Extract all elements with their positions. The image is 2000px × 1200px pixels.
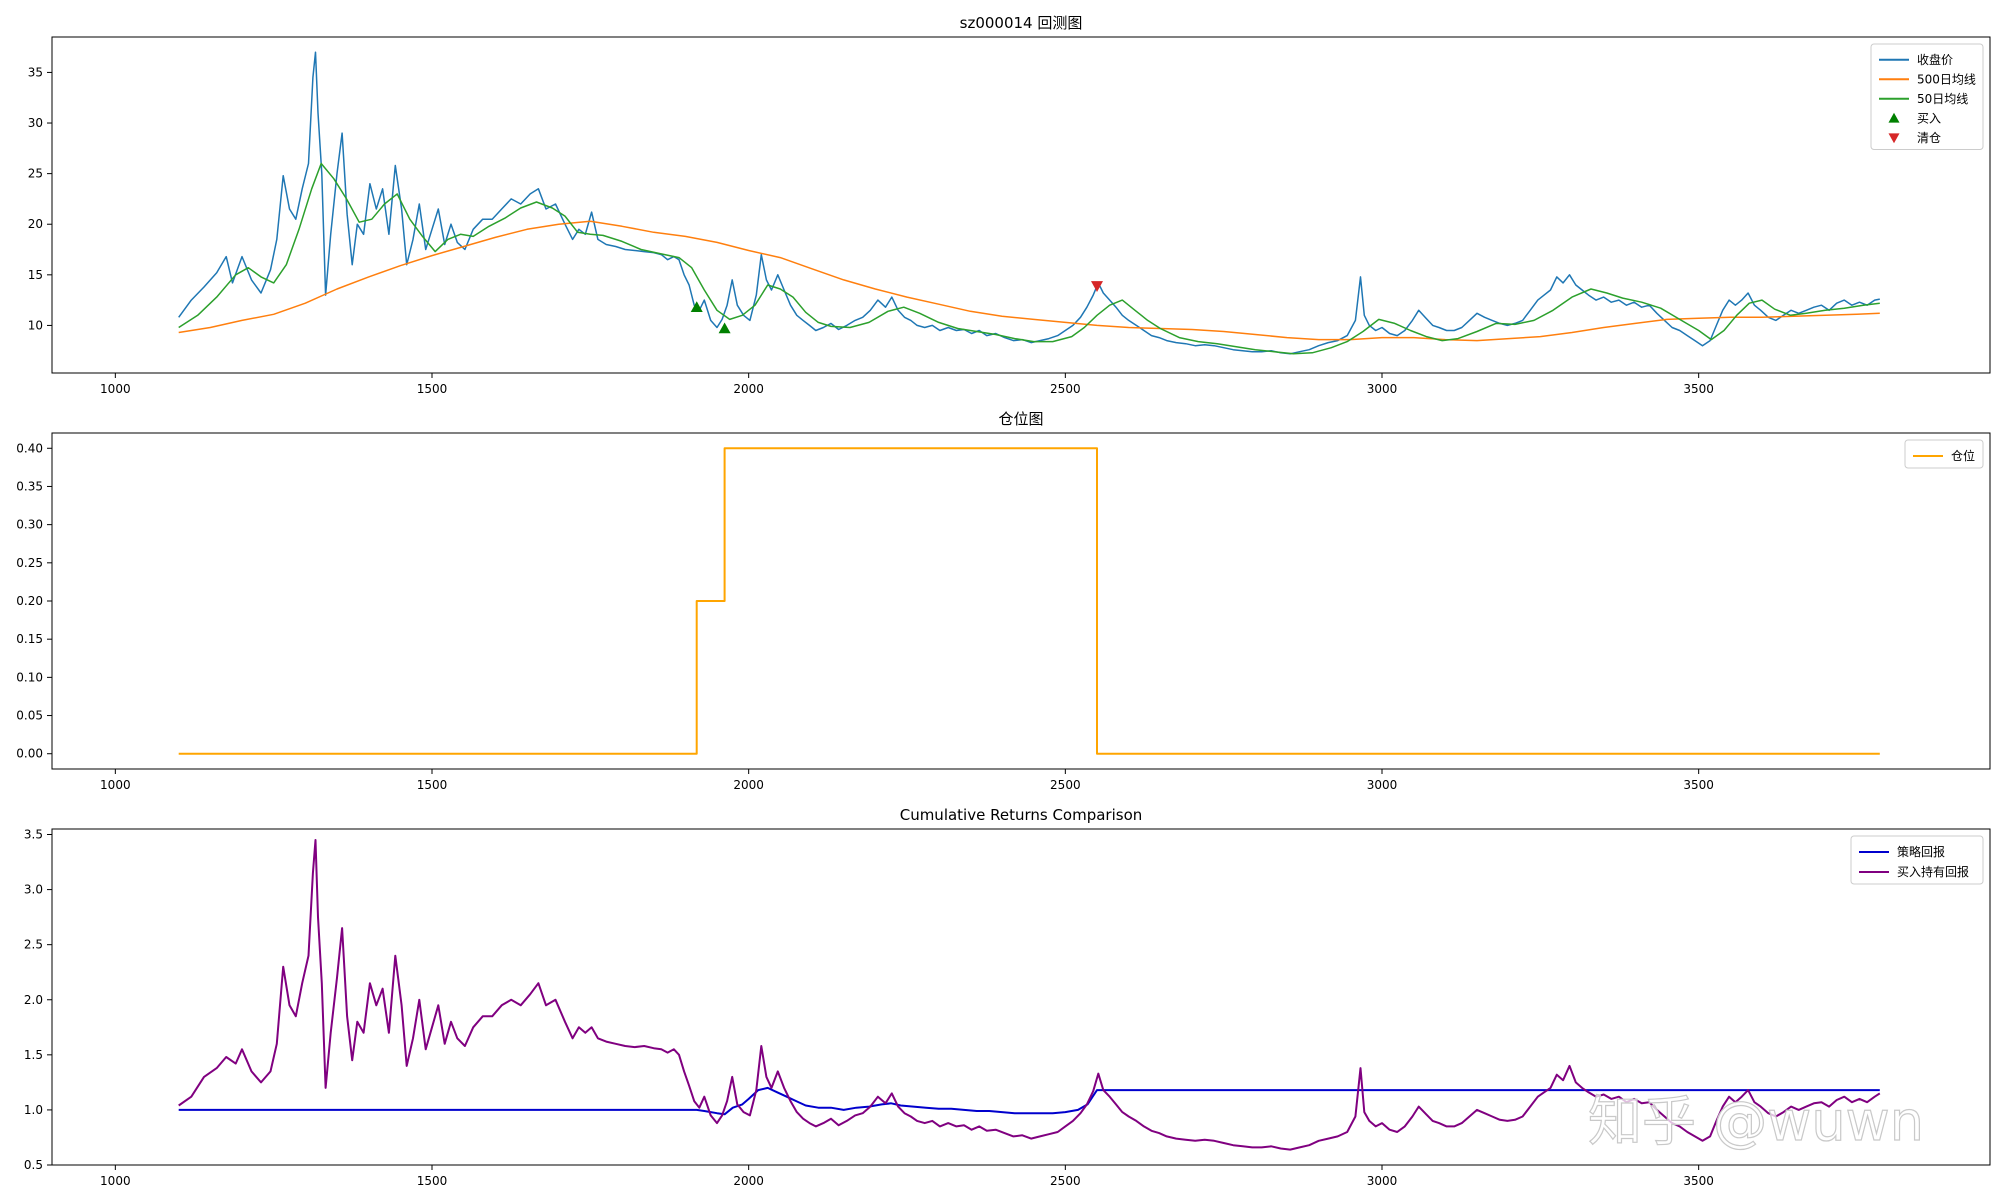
y-tick-label: 0.30: [16, 518, 43, 532]
y-tick-label: 10: [28, 318, 43, 332]
buy-marker-1: [718, 322, 731, 334]
legend-box: [1870, 43, 1984, 150]
watermark: 知乎 @wuwn: [1588, 1090, 1924, 1153]
x-tick-label: 3000: [1367, 778, 1398, 792]
y-tick-label: 0.40: [16, 441, 43, 455]
legend-label: 收盘价: [1917, 52, 1953, 67]
legend-box: [1904, 439, 1984, 469]
position-chart-title: 仓位图: [998, 410, 1043, 428]
legend-label: 买入持有回报: [1897, 864, 1969, 879]
x-tick-label: 2500: [1050, 778, 1081, 792]
x-tick-label: 2000: [733, 382, 764, 396]
buy-marker-0: [690, 301, 703, 313]
x-tick-label: 1000: [100, 778, 131, 792]
x-tick-label: 3500: [1683, 382, 1714, 396]
price-chart-title: sz000014 回测图: [960, 14, 1083, 32]
axes-frame: [51, 828, 1991, 1166]
y-tick-label: 0.10: [16, 670, 43, 684]
plot-area: [178, 839, 1881, 1151]
y-tick-label: 35: [28, 65, 43, 79]
y-tick-label: 30: [28, 116, 43, 130]
y-tick-label: 20: [28, 217, 43, 231]
y-tick-label: 0.00: [16, 747, 43, 761]
position-chart-panel: 仓位图 1000 1500 2000 2500 3000 3500 0.00 0.05 0.10 0…: [16, 410, 1991, 792]
series-line-1: [178, 220, 1880, 342]
legend-label: 清仓: [1917, 131, 1941, 145]
legend: 仓位: [1904, 439, 1984, 469]
axes-frame: [51, 432, 1991, 770]
returns-chart-title: Cumulative Returns Comparison: [900, 806, 1143, 824]
y-tick-label: 0.20: [16, 594, 43, 608]
sell-marker-0: [1091, 281, 1103, 292]
y-tick-label: 0.15: [16, 632, 43, 646]
series-line-0: [178, 51, 1880, 355]
y-tick-label: 1.0: [24, 1103, 43, 1117]
legend-label: 买入: [1917, 111, 1941, 125]
x-tick-label: 2500: [1050, 1174, 1081, 1188]
x-tick-label: 3500: [1683, 778, 1714, 792]
legend-label: 仓位: [1951, 448, 1975, 463]
x-tick-label: 1000: [100, 1174, 131, 1188]
price-chart-panel: sz000014 回测图 1000 1500 2000 2500 3000 3500 10 15…: [28, 14, 1991, 396]
plot-area: [178, 447, 1880, 755]
y-tick-label: 0.35: [16, 479, 43, 493]
x-tick-label: 1000: [100, 382, 131, 396]
x-tick-label: 3000: [1367, 1174, 1398, 1188]
plot-area: [178, 51, 1880, 355]
axes-frame: [51, 36, 1991, 374]
y-tick-label: 1.5: [24, 1048, 43, 1062]
x-tick-label: 2000: [733, 778, 764, 792]
x-tick-label: 1500: [417, 778, 448, 792]
legend-label: 策略回报: [1897, 844, 1945, 859]
legend-marker: [1888, 133, 1900, 144]
cumulative-returns-panel: Cumulative Returns Comparison 1000 1500 200…: [24, 806, 1991, 1188]
y-tick-label: 2.0: [24, 993, 43, 1007]
legend-label: 50日均线: [1917, 92, 1968, 106]
y-tick-label: 0.5: [24, 1158, 43, 1172]
x-tick-label: 2000: [733, 1174, 764, 1188]
x-tick-label: 3000: [1367, 382, 1398, 396]
y-tick-label: 25: [28, 167, 43, 181]
series-line-1: [178, 839, 1881, 1151]
y-tick-label: 2.5: [24, 938, 43, 952]
y-tick-label: 3.5: [24, 828, 43, 842]
x-tick-label: 1500: [417, 382, 448, 396]
y-tick-label: 15: [28, 268, 43, 282]
y-tick-label: 0.25: [16, 556, 43, 570]
x-tick-label: 1500: [417, 1174, 448, 1188]
series-line-0: [178, 1086, 1880, 1116]
legend-label: 500日均线: [1917, 72, 1976, 86]
y-tick-label: 3.0: [24, 883, 43, 897]
x-tick-label: 3500: [1683, 1174, 1714, 1188]
series-line-2: [178, 162, 1880, 355]
series-line-0: [178, 447, 1880, 755]
y-tick-label: 0.05: [16, 709, 43, 723]
x-tick-label: 2500: [1050, 382, 1081, 396]
legend-marker: [1888, 112, 1900, 123]
